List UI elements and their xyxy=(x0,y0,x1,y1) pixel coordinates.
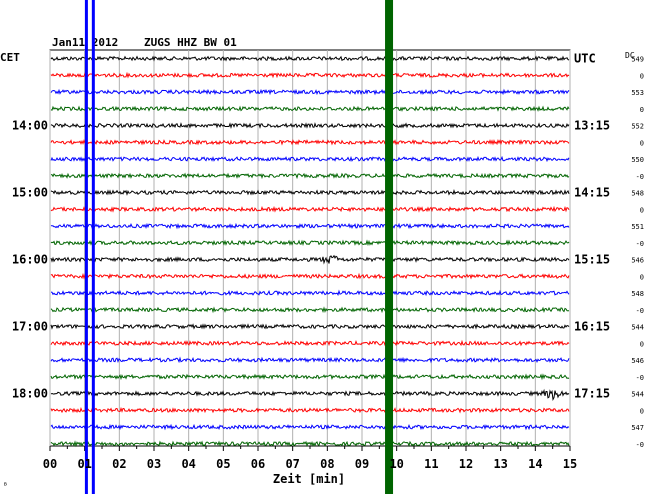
trace-row-10 xyxy=(50,222,570,230)
trace-row-3 xyxy=(50,105,570,112)
x-axis-label: Zeit [min] xyxy=(273,472,345,486)
marker-group xyxy=(84,0,394,494)
trace-row-7 xyxy=(50,172,570,180)
dc-value: 548 xyxy=(631,290,644,298)
trace-group xyxy=(50,55,570,448)
vertical-marker-0 xyxy=(84,0,88,494)
trace-row-9 xyxy=(50,205,570,213)
left-time-label: 14:00 xyxy=(12,119,48,133)
x-tick-label: 12 xyxy=(459,457,473,471)
trace-row-1 xyxy=(50,71,570,79)
right-time-label: UTC xyxy=(574,52,596,66)
trace-row-16 xyxy=(50,323,570,330)
x-tick-label: 14 xyxy=(528,457,542,471)
dc-value: 0 xyxy=(640,72,644,80)
dc-value: -0 xyxy=(636,441,644,449)
dc-value: -0 xyxy=(636,374,644,382)
trace-row-5 xyxy=(50,138,570,146)
x-tick-label: 08 xyxy=(320,457,334,471)
right-time-label: 15:15 xyxy=(574,253,610,267)
dc-value: 550 xyxy=(631,156,644,164)
trace-row-12 xyxy=(50,254,570,265)
trace-row-0 xyxy=(50,55,570,62)
dc-value: 0 xyxy=(640,206,644,214)
trace-row-19 xyxy=(50,373,570,381)
dc-header-label: DC xyxy=(625,51,635,60)
trace-row-6 xyxy=(50,155,570,163)
x-tick-label: 06 xyxy=(251,457,265,471)
trace-row-22 xyxy=(50,423,570,431)
dc-value: 0 xyxy=(640,340,644,348)
dc-value: -0 xyxy=(636,173,644,181)
trace-row-23 xyxy=(50,440,570,448)
x-tick-label: 05 xyxy=(216,457,230,471)
trace-row-13 xyxy=(50,272,570,280)
x-tick-label: 13 xyxy=(493,457,507,471)
dc-value: -0 xyxy=(636,240,644,248)
dc-value: 552 xyxy=(631,123,644,131)
trace-row-2 xyxy=(50,88,570,96)
dc-value: 547 xyxy=(631,424,644,432)
dc-value: 0 xyxy=(640,273,644,281)
dc-value: 546 xyxy=(631,357,644,365)
right-time-label: 17:15 xyxy=(574,387,610,401)
chart-title-station: ZUGS HHZ BW 01 xyxy=(144,36,237,49)
trace-row-20 xyxy=(50,388,570,401)
left-time-label: 16:00 xyxy=(12,253,48,267)
dc-value: 549 xyxy=(631,56,644,64)
dc-value: 544 xyxy=(631,391,644,399)
corner-mark: ᴮ xyxy=(3,481,8,490)
left-timezone-label: CET xyxy=(0,51,20,64)
trace-row-21 xyxy=(50,406,570,414)
trace-row-17 xyxy=(50,339,570,347)
dc-value: 544 xyxy=(631,324,644,332)
label-group: 00 01 02 03 04 05 06 07 08 09 10 11 12 13 14 1514:0015:… xyxy=(12,52,644,472)
trace-row-15 xyxy=(50,306,570,314)
x-tick-label: 15 xyxy=(563,457,577,471)
x-tick-label: 07 xyxy=(285,457,299,471)
left-time-label: 17:00 xyxy=(12,320,48,334)
x-tick-label: 09 xyxy=(355,457,369,471)
dc-value: 546 xyxy=(631,257,644,265)
dc-value: 548 xyxy=(631,190,644,198)
dc-value: -0 xyxy=(636,307,644,315)
trace-row-8 xyxy=(50,189,570,196)
right-time-label: 16:15 xyxy=(574,320,610,334)
x-tick-label: 10 xyxy=(389,457,403,471)
trace-row-18 xyxy=(50,356,570,364)
trace-row-4 xyxy=(50,122,570,129)
grid xyxy=(49,49,571,451)
x-tick-label: 02 xyxy=(112,457,126,471)
vertical-marker-1 xyxy=(91,0,95,494)
left-time-label: 15:00 xyxy=(12,186,48,200)
right-time-label: 13:15 xyxy=(574,119,610,133)
dc-value: 553 xyxy=(631,89,644,97)
dc-value: 0 xyxy=(640,139,644,147)
dc-value: 551 xyxy=(631,223,644,231)
x-tick-label: 03 xyxy=(147,457,161,471)
x-tick-label: 01 xyxy=(77,457,91,471)
dc-value: 0 xyxy=(640,106,644,114)
dc-value: 0 xyxy=(640,407,644,415)
x-tick-label: 00 xyxy=(43,457,57,471)
trace-row-14 xyxy=(50,289,570,297)
vertical-marker-2 xyxy=(385,0,394,494)
x-tick-label: 04 xyxy=(181,457,195,471)
right-time-label: 14:15 xyxy=(574,186,610,200)
trace-row-11 xyxy=(50,239,570,247)
x-tick-label: 11 xyxy=(424,457,438,471)
left-time-label: 18:00 xyxy=(12,387,48,401)
